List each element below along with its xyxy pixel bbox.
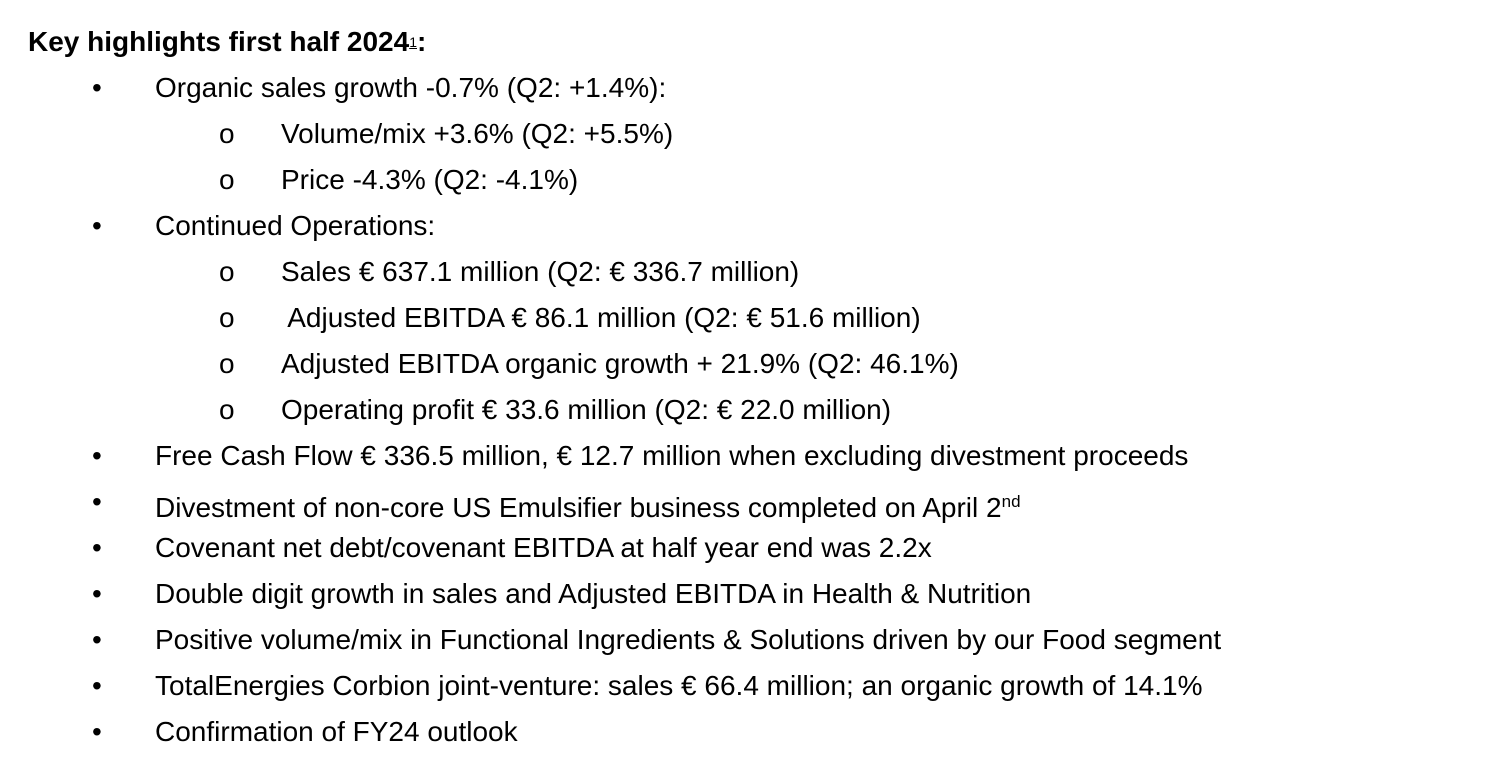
item-text: Covenant net debt/covenant EBITDA at hal… (155, 532, 932, 563)
bullet-item: Confirmation of FY24 outlook (0, 709, 1500, 755)
heading: Key highlights first half 20241: (0, 19, 1500, 65)
bullet-item: Continued Operations: (0, 203, 1500, 249)
sub-item-text: Adjusted EBITDA € 86.1 million (Q2: € 51… (281, 302, 921, 333)
bullet-item: Free Cash Flow € 336.5 million, € 12.7 m… (0, 433, 1500, 479)
sub-item: Adjusted EBITDA € 86.1 million (Q2: € 51… (0, 295, 1500, 341)
bullet-item: Positive volume/mix in Functional Ingred… (0, 617, 1500, 663)
item-text: TotalEnergies Corbion joint-venture: sal… (155, 670, 1203, 701)
sub-item: Adjusted EBITDA organic growth + 21.9% (… (0, 341, 1500, 387)
item-text: Double digit growth in sales and Adjuste… (155, 578, 1032, 609)
sub-item: Sales € 637.1 million (Q2: € 336.7 milli… (0, 249, 1500, 295)
bullet-item: TotalEnergies Corbion joint-venture: sal… (0, 663, 1500, 709)
item-text: Positive volume/mix in Functional Ingred… (155, 624, 1222, 655)
sub-item-text: Price -4.3% (Q2: -4.1%) (281, 164, 579, 195)
sub-item: Price -4.3% (Q2: -4.1%) (0, 157, 1500, 203)
bullet-item: Divestment of non-core US Emulsifier bus… (0, 479, 1500, 525)
bullet-item: Double digit growth in sales and Adjuste… (0, 571, 1500, 617)
sub-item-text: Volume/mix +3.6% (Q2: +5.5%) (281, 118, 674, 149)
sub-item: Operating profit € 33.6 million (Q2: € 2… (0, 387, 1500, 433)
document: Key highlights first half 20241: Organic… (0, 19, 1500, 755)
item-text: Free Cash Flow € 336.5 million, € 12.7 m… (155, 440, 1189, 471)
item-text: Divestment of non-core US Emulsifier bus… (155, 492, 1002, 523)
sub-item-text: Adjusted EBITDA organic growth + 21.9% (… (281, 348, 959, 379)
bullet-item: Organic sales growth -0.7% (Q2: +1.4%): (0, 65, 1500, 111)
title-end: : (417, 26, 427, 57)
sub-item-text: Sales € 637.1 million (Q2: € 336.7 milli… (281, 256, 800, 287)
footnote-ref: 1 (409, 34, 417, 50)
bullet-item: Covenant net debt/covenant EBITDA at hal… (0, 525, 1500, 571)
item-text: Organic sales growth -0.7% (Q2: +1.4%): (155, 72, 667, 103)
item-text: Continued Operations: (155, 210, 436, 241)
sub-item: Volume/mix +3.6% (Q2: +5.5%) (0, 111, 1500, 157)
superscript: nd (1001, 492, 1021, 511)
item-text: Confirmation of FY24 outlook (155, 716, 518, 747)
title: Key highlights first half 2024 (28, 26, 410, 57)
sub-item-text: Operating profit € 33.6 million (Q2: € 2… (281, 394, 892, 425)
